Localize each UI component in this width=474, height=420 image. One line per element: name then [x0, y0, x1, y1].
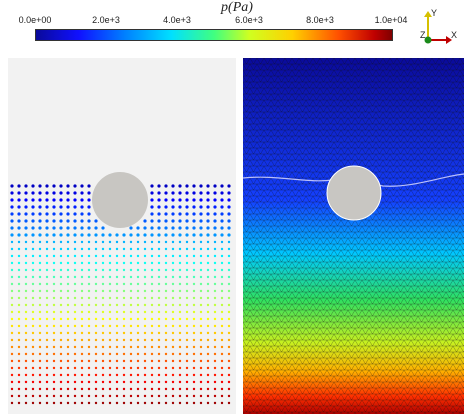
colorbar-title: p(Pa): [221, 0, 253, 15]
mesh-view-panel[interactable]: [243, 58, 464, 414]
obstacle-cylinder: [92, 172, 148, 228]
particle-view-panel[interactable]: [8, 58, 236, 414]
axis-y-label: Y: [431, 8, 437, 18]
mesh-pressure-field: [243, 58, 464, 414]
colorbar-tick-0: 0.0e+00: [18, 15, 52, 25]
axes-triad: Y X Z: [420, 8, 457, 44]
colorbar-tick-3: 6.0e+3: [235, 15, 263, 25]
colorbar-tick-4: 8.0e+3: [306, 15, 334, 25]
colorbar-tick-5: 1.0e+04: [374, 15, 408, 25]
axis-z-label: Z: [420, 30, 426, 40]
obstacle-cylinder: [326, 165, 382, 221]
colorbar-tick-1: 2.0e+3: [92, 15, 120, 25]
orientation-axes-widget[interactable]: Y X Z: [418, 2, 474, 58]
colorbar-tick-2: 4.0e+3: [163, 15, 191, 25]
colorbar: [35, 29, 393, 41]
axis-x-label: X: [451, 30, 457, 40]
particle-scatter: [10, 172, 231, 405]
